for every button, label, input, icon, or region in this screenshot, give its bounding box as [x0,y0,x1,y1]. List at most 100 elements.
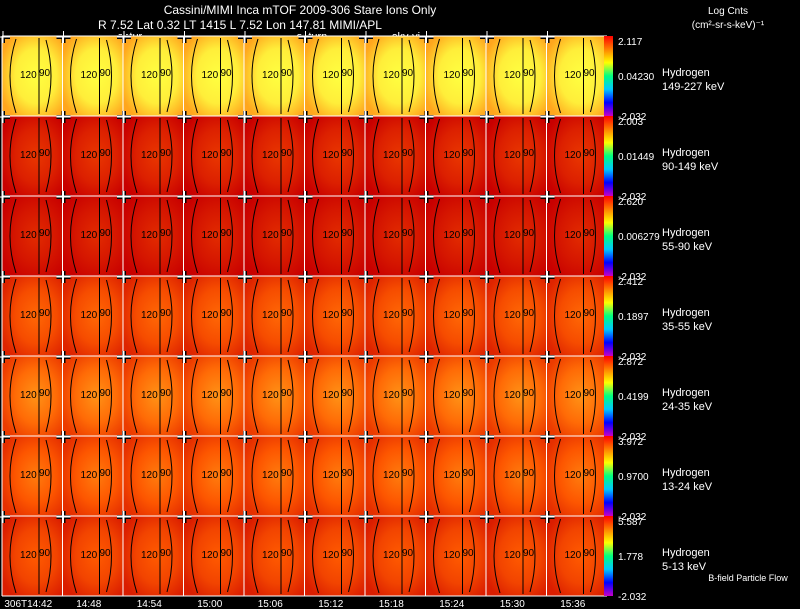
time-tick-label: 15:12 [318,599,343,609]
annotation-90: 90 [584,468,596,479]
heatmap-panel: 120 90 [419,31,486,116]
panel-fill [486,356,547,436]
contour-line [191,358,198,434]
contour-line [106,119,112,193]
contour-line [106,199,112,273]
heatmap-panel: 120 90 [0,431,63,516]
heatmap-panel: 120 90 [56,351,123,436]
contour-line [554,518,561,594]
contour-line [9,518,17,594]
annotation-120: 120 [323,550,340,561]
contour-line [408,359,415,433]
contour-line [372,38,380,114]
annotation-120: 120 [262,390,279,401]
panel-fill [2,36,63,116]
annotation-90: 90 [221,548,233,559]
annotation-90: 90 [523,308,535,319]
annotation-120: 120 [323,230,340,241]
time-tick-label: 306T14:42 [4,599,52,609]
annotation-90: 90 [39,228,51,239]
heatmap-panel: 120 90 [419,351,486,436]
contour-line [70,198,77,274]
contour-line [166,519,173,593]
annotation-120: 120 [504,230,521,241]
panel-fill [2,116,63,196]
heatmap-panel: 120 90 [480,431,547,516]
colorbar-mid-label: 0.1897 [618,312,649,323]
contour-line [348,39,354,113]
contour-line [469,279,475,353]
annotation-90: 90 [342,228,354,239]
annotation-90: 90 [402,468,414,479]
heatmap-panel: 120 90 [238,191,305,276]
contour-line [287,199,294,273]
annotation-90: 90 [281,228,293,239]
colorbar [604,356,613,436]
contour-line [227,439,233,513]
panel-fill [183,36,244,116]
units-expression: (cm²-sr-s-keV)⁻¹ [692,20,765,31]
annotation-90: 90 [402,548,414,559]
annotation-90: 90 [342,68,354,79]
heatmap-panel: 120 90 [359,351,426,436]
colorbar-min-label: -2.032 [618,432,647,443]
annotation-120: 120 [444,230,461,241]
heatmap-panel: 120 90 [359,31,426,116]
colorbar-mid-label: 0.01449 [618,152,655,163]
annotation-90: 90 [221,228,233,239]
heatmap-panel: 120 90 [238,271,305,356]
contour-line [529,359,536,433]
annotation-90: 90 [584,388,596,399]
heatmap-panel: 120 90 [480,31,547,116]
annotation-120: 120 [262,150,279,161]
heatmap-panel: 120 90 [0,351,63,436]
annotation-90: 90 [100,388,112,399]
annotation-120: 120 [262,470,279,481]
annotation-90: 90 [402,308,414,319]
annotation-90: 90 [281,388,293,399]
annotation-120: 120 [202,150,219,161]
contour-line [227,279,233,353]
contour-line [166,359,173,433]
panel-fill [2,516,63,596]
heatmap-panel: 120 90 [359,271,426,356]
annotation-90: 90 [523,548,535,559]
heatmap-panel: 120 90 [117,431,184,516]
colorbar-min-label: -2.032 [618,592,647,603]
annotation-120: 120 [323,70,340,81]
contour-line [130,438,138,514]
colorbar-max-label: 5.587 [618,517,643,528]
panel-fill [183,356,244,436]
contour-line [45,279,52,353]
contour-line [348,199,354,273]
contour-line [372,438,380,514]
heatmap-panel: 120 90 [419,111,486,196]
contour-line [130,38,138,114]
contour-line [433,38,440,114]
annotation-90: 90 [463,228,475,239]
panel-fill [62,436,123,516]
colorbar-max-label: 2.117 [618,37,643,48]
contour-line [45,439,52,513]
heatmap-panel: 120 90 [359,431,426,516]
annotation-120: 120 [444,70,461,81]
species-label: Hydrogen [662,147,710,159]
annotation-120: 120 [81,470,98,481]
heatmap-panel: 120 90 [177,271,244,356]
annotation-120: 120 [383,150,400,161]
panel-fill [123,196,184,276]
contour-line [312,518,319,594]
annotation-90: 90 [463,388,475,399]
contour-line [106,279,112,353]
contour-line [433,198,440,274]
time-axis: 306T14:42 14:48 14:54 15:00 15:06 15:12 15:18 1… [4,599,585,609]
annotation-120: 120 [444,390,461,401]
annotation-120: 120 [141,70,158,81]
annotation-120: 120 [141,470,158,481]
colorbar-mid-label: 0.04230 [618,72,655,83]
contour-line [45,199,52,273]
contour-line [590,39,596,113]
contour-line [70,118,77,194]
panel-fill [123,356,184,436]
contour-line [227,359,233,433]
